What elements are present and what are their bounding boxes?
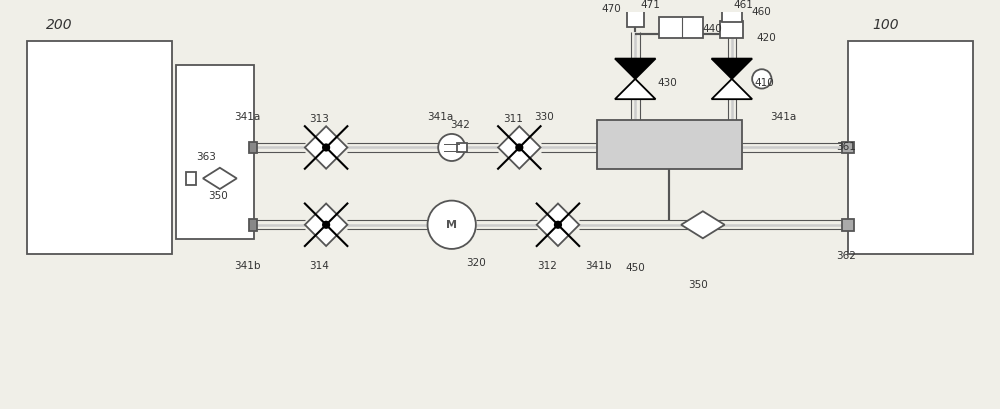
Bar [842,142,854,153]
Text: 430: 430 [657,78,677,88]
Text: 440: 440 [703,25,723,34]
Text: 341a: 341a [234,112,261,122]
Circle shape [752,69,771,88]
Polygon shape [498,126,541,169]
Text: 200: 200 [46,18,73,31]
Polygon shape [203,168,237,189]
Text: 330: 330 [534,112,554,122]
Bar [848,41,973,254]
Text: 100: 100 [872,18,899,31]
Bar [659,17,703,38]
Polygon shape [305,126,347,169]
Bar [186,172,196,185]
Bar [627,11,644,27]
Bar [176,65,254,239]
Circle shape [323,144,329,151]
Text: 341a: 341a [428,112,454,122]
Bar [249,142,257,153]
Text: 461: 461 [734,0,754,10]
Bar [720,21,743,38]
Polygon shape [305,204,347,246]
Bar [457,143,467,152]
Polygon shape [615,79,656,99]
Text: 420: 420 [756,33,776,43]
Text: 450: 450 [626,263,645,273]
Text: 341b: 341b [585,261,612,271]
Polygon shape [712,58,752,79]
Text: 361: 361 [836,142,856,152]
Text: 311: 311 [503,114,523,124]
Text: 363: 363 [196,152,216,162]
Text: 341a: 341a [770,112,797,122]
Polygon shape [615,58,656,79]
Text: 460: 460 [751,7,771,17]
Text: 313: 313 [309,114,329,124]
Text: 341b: 341b [234,261,261,271]
Text: 470: 470 [601,4,621,14]
Circle shape [555,222,561,228]
Text: 314: 314 [309,261,329,271]
Text: 312: 312 [537,261,557,271]
Text: M: M [446,220,457,230]
Text: 342: 342 [450,120,470,130]
Polygon shape [712,79,752,99]
Circle shape [428,200,476,249]
Bar [722,4,742,22]
Polygon shape [537,204,579,246]
Text: 350: 350 [688,281,708,290]
Bar [249,219,257,231]
Text: 320: 320 [466,258,486,268]
Circle shape [438,134,465,161]
Text: 471: 471 [640,0,660,10]
Bar [597,120,742,169]
Circle shape [516,144,523,151]
Circle shape [323,222,329,228]
Text: 362: 362 [836,252,856,261]
Text: 350: 350 [208,191,228,200]
Polygon shape [681,211,725,238]
Text: 410: 410 [754,78,774,88]
Bar [27,41,172,254]
Bar [842,219,854,231]
